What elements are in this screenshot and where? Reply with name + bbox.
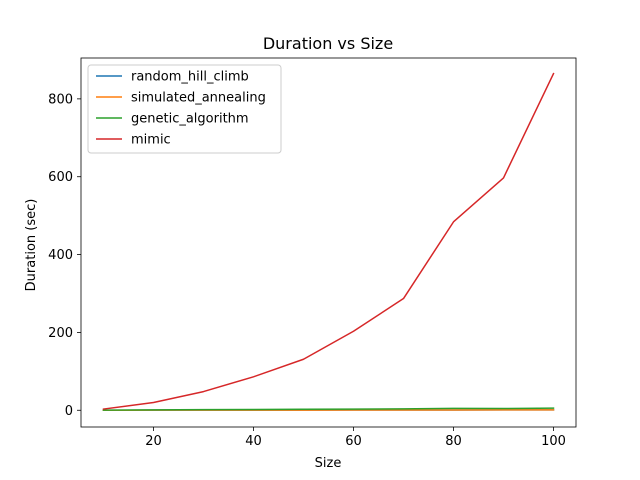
series-layer: [102, 72, 555, 411]
y-tick-label: 600: [48, 170, 73, 185]
legend: random_hill_climb simulated_annealinggene…: [87, 64, 282, 154]
x-axis-ticks: 20 40 60 80 100: [145, 427, 566, 449]
chart-title: Duration vs Size: [263, 34, 393, 53]
x-tick-label: 40: [245, 434, 262, 449]
legend-label-random-hill-climb: random_hill_climb: [131, 70, 249, 85]
y-tick-label: 0: [65, 404, 73, 419]
y-axis-title: Duration (sec): [24, 199, 39, 292]
x-axis-title: Size: [315, 456, 342, 471]
x-tick-label: 80: [445, 434, 462, 449]
legend-box: [87, 64, 282, 154]
axes-frame: [80, 57, 577, 428]
legend-label-mimic: mimic: [131, 133, 171, 148]
series-line-mimic: [102, 72, 555, 410]
y-axis-ticks: 0 200 400 600 800: [48, 92, 81, 419]
x-tick-label: 60: [345, 434, 362, 449]
y-tick-label: 400: [48, 248, 73, 263]
y-tick-label: 800: [48, 92, 73, 107]
series-line-genetic-algorithm: [102, 407, 555, 411]
legend-label-genetic-algorithm: genetic_algorithm: [131, 112, 249, 127]
x-tick-label: 100: [541, 434, 566, 449]
legend-label-simulated-annealing: simulated_annealing: [131, 91, 266, 106]
x-tick-label: 20: [145, 434, 162, 449]
y-tick-label: 200: [48, 326, 73, 341]
